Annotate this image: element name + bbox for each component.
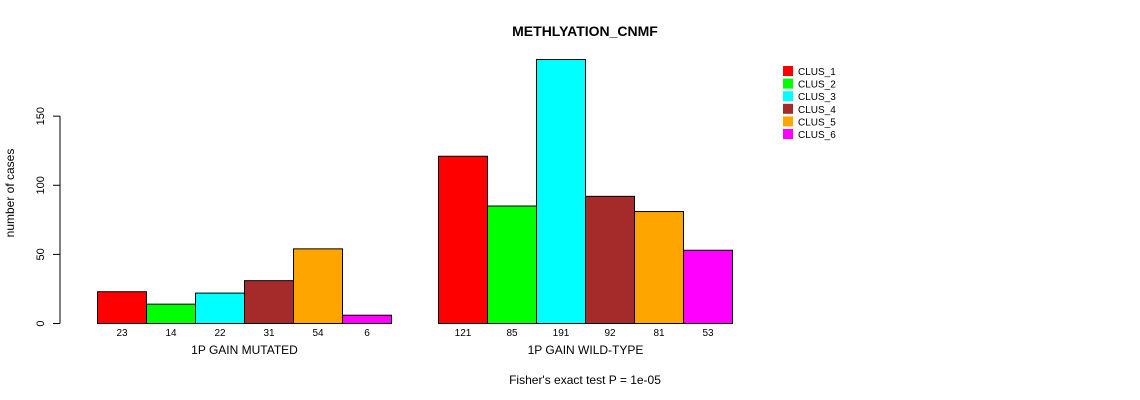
bar-value-label: 6 <box>364 328 370 339</box>
bar-value-label: 53 <box>702 328 714 339</box>
bar-clus-2-group-1 <box>146 303 196 324</box>
bar-clus-5-group-1 <box>293 248 343 324</box>
legend-label: CLUS_5 <box>798 117 836 128</box>
legend-swatch-clus-6 <box>783 129 793 139</box>
bar-value-labels: 23 14 22 31 54 6 121 85 191 92 81 53 <box>116 328 714 339</box>
group-label-2: 1P GAIN WILD-TYPE <box>528 343 644 357</box>
bar-clus-4-group-1 <box>244 280 294 324</box>
legend-label: CLUS_1 <box>798 67 836 78</box>
legend-label: CLUS_4 <box>798 105 836 116</box>
bar-clus-4-group-2 <box>585 195 635 324</box>
y-axis: 0 50 100 150 <box>35 107 61 327</box>
legend-swatch-clus-1 <box>783 66 793 76</box>
y-tick-label: 0 <box>35 320 47 326</box>
bar-value-label: 22 <box>214 328 226 339</box>
bar-value-label: 31 <box>263 328 275 339</box>
bar-value-label: 23 <box>116 328 128 339</box>
bar-value-label: 85 <box>506 328 518 339</box>
bars <box>97 59 733 325</box>
bar-clus-1-group-2 <box>438 155 488 324</box>
legend-swatch-clus-2 <box>783 78 793 89</box>
bar-clus-5-group-2 <box>634 211 684 324</box>
bar-value-label: 92 <box>604 328 616 339</box>
group-label-1: 1P GAIN MUTATED <box>191 343 298 357</box>
bar-clus-3-group-2 <box>536 59 586 324</box>
y-axis-label: number of cases <box>3 149 17 238</box>
bar-value-label: 121 <box>455 328 472 339</box>
bar-value-label: 81 <box>653 328 665 339</box>
bar-value-label: 54 <box>312 328 324 339</box>
legend-label: CLUS_2 <box>798 80 836 91</box>
y-tick-label: 150 <box>35 107 47 125</box>
legend-label: CLUS_6 <box>798 130 836 141</box>
legend-swatch-clus-3 <box>783 91 793 102</box>
bar-value-label: 191 <box>553 328 570 339</box>
legend-label: CLUS_3 <box>798 92 836 103</box>
chart-title: METHLYATION_CNMF <box>512 23 658 39</box>
legend-swatch-clus-4 <box>783 103 793 114</box>
bar-clus-6-group-1 <box>342 314 392 325</box>
bar-clus-1-group-1 <box>97 291 147 324</box>
group-labels: 1P GAIN MUTATED 1P GAIN WILD-TYPE <box>191 343 643 357</box>
legend-swatch-clus-5 <box>783 116 793 127</box>
y-tick-label: 100 <box>35 176 47 194</box>
footnote: Fisher's exact test P = 1e-05 <box>509 373 661 387</box>
bar-clus-6-group-2 <box>683 249 733 324</box>
bar-value-label: 14 <box>165 328 177 339</box>
y-tick-label: 50 <box>35 248 47 260</box>
bar-clus-2-group-2 <box>487 205 537 324</box>
bar-clus-3-group-1 <box>195 292 245 324</box>
